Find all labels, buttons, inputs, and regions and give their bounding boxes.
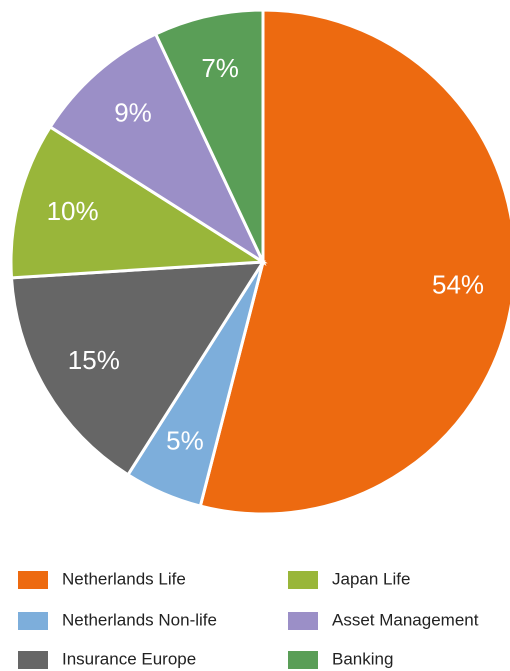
pie-slice (198, 8, 510, 516)
legend-swatch (18, 651, 48, 669)
legend-text: Insurance Europe (62, 649, 196, 668)
legend-swatch (18, 612, 48, 630)
legend-text: Netherlands Non-life (62, 610, 217, 629)
pie-slice (153, 8, 265, 263)
slice-label: 54% (432, 270, 484, 300)
pie-slice (9, 124, 268, 280)
legend-text: Netherlands Life (62, 569, 186, 588)
legend-swatch (18, 571, 48, 589)
slice-label: 5% (166, 425, 204, 455)
legend-swatch (288, 571, 318, 589)
pie-slice (9, 260, 266, 477)
legend-text: Japan Life (332, 569, 410, 588)
legend-swatch (288, 651, 318, 669)
slice-label: 9% (114, 97, 152, 127)
legend-swatch (288, 612, 318, 630)
slice-label: 10% (47, 196, 99, 226)
legend-text: Banking (332, 649, 393, 668)
slice-label: 7% (201, 53, 239, 83)
legend-text: Asset Management (332, 610, 479, 629)
pie-slice (48, 31, 267, 267)
slice-label: 15% (68, 345, 120, 375)
